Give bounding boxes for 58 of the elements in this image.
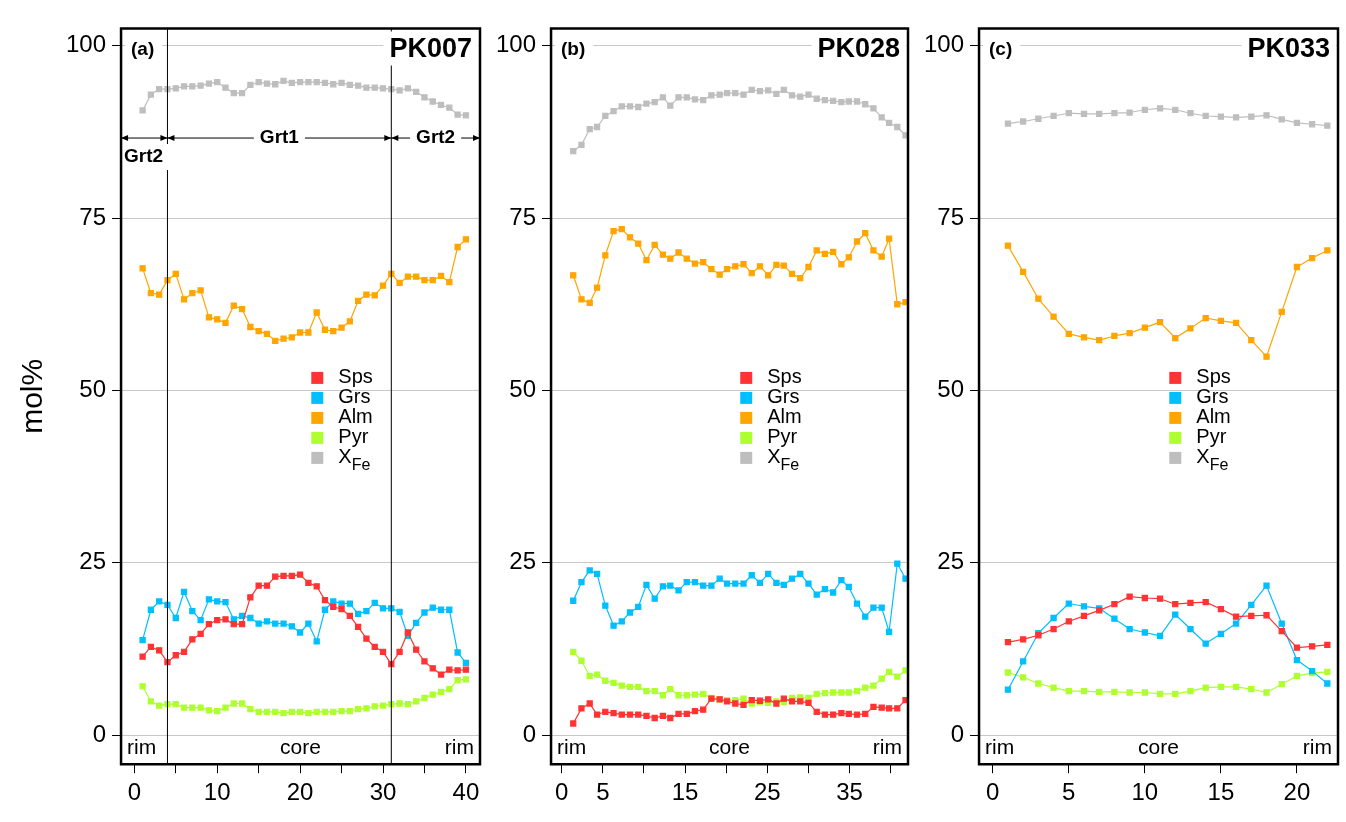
chart-title: PK007 <box>389 33 472 64</box>
text: (a) <box>131 38 155 60</box>
legend-label: Sps <box>767 365 802 388</box>
x-tick-label: 15 <box>671 778 699 806</box>
annotation: rim <box>557 735 587 759</box>
annotation: Grt2 <box>124 145 164 167</box>
annotation: Grt1 <box>259 126 300 148</box>
annotation: rim <box>985 735 1015 759</box>
chart-title: PK028 <box>817 33 900 64</box>
legend-label: Alm <box>338 405 373 428</box>
y-tick-label: 75 <box>79 202 107 230</box>
text: (b) <box>561 38 586 60</box>
x-tick-label: 40 <box>452 778 480 806</box>
x-tick-label: 30 <box>369 778 397 806</box>
annotation: rim <box>1302 735 1332 759</box>
y-tick-label: 25 <box>509 547 537 575</box>
x-tick-label: 20 <box>1283 778 1311 806</box>
y-tick-label: 25 <box>79 547 107 575</box>
legend-label: Pyr <box>1196 425 1227 448</box>
y-tick-label: 0 <box>522 719 537 747</box>
y-tick-label: 50 <box>937 375 965 403</box>
x-tick-label: 10 <box>203 778 231 806</box>
y-tick-label: 0 <box>92 719 107 747</box>
y-tick-label: 50 <box>509 375 537 403</box>
annotation: rim <box>127 735 157 759</box>
x-tick-label: 25 <box>754 778 781 806</box>
y-axis-title: mol% <box>15 358 49 434</box>
chart-title: PK033 <box>1247 33 1330 64</box>
annotation: rim <box>872 735 902 759</box>
annotation: core <box>1138 735 1179 759</box>
x-tick-label: 0 <box>986 778 1000 806</box>
y-tick-label: 100 <box>66 30 107 58</box>
x-tick-label: 5 <box>1062 778 1076 806</box>
x-tick-label: 0 <box>127 778 141 806</box>
annotation: core <box>709 735 750 759</box>
y-tick-label: 100 <box>924 30 965 58</box>
y-tick-label: 25 <box>937 547 965 575</box>
text: (c) <box>989 38 1013 60</box>
y-tick-label: 50 <box>79 375 107 403</box>
y-tick-label: 75 <box>937 202 965 230</box>
x-tick-label: 35 <box>836 778 863 806</box>
annotation: Grt2 <box>416 126 456 148</box>
y-tick-label: 75 <box>509 202 537 230</box>
legend-label: Pyr <box>767 425 798 448</box>
x-tick-label: 0 <box>555 778 569 806</box>
annotation: core <box>280 735 321 759</box>
legend-label: Alm <box>767 405 802 428</box>
x-tick-label: 15 <box>1207 778 1235 806</box>
legend-label: Pyr <box>338 425 369 448</box>
legend-label: Sps <box>1196 365 1231 388</box>
legend-label: Alm <box>1196 405 1231 428</box>
x-tick-label: 5 <box>596 778 610 806</box>
y-tick-label: 100 <box>496 30 537 58</box>
annotation: rim <box>444 735 474 759</box>
x-tick-label: 20 <box>286 778 314 806</box>
legend-label: Sps <box>338 365 373 388</box>
x-tick-label: 10 <box>1131 778 1159 806</box>
y-tick-label: 0 <box>950 719 965 747</box>
